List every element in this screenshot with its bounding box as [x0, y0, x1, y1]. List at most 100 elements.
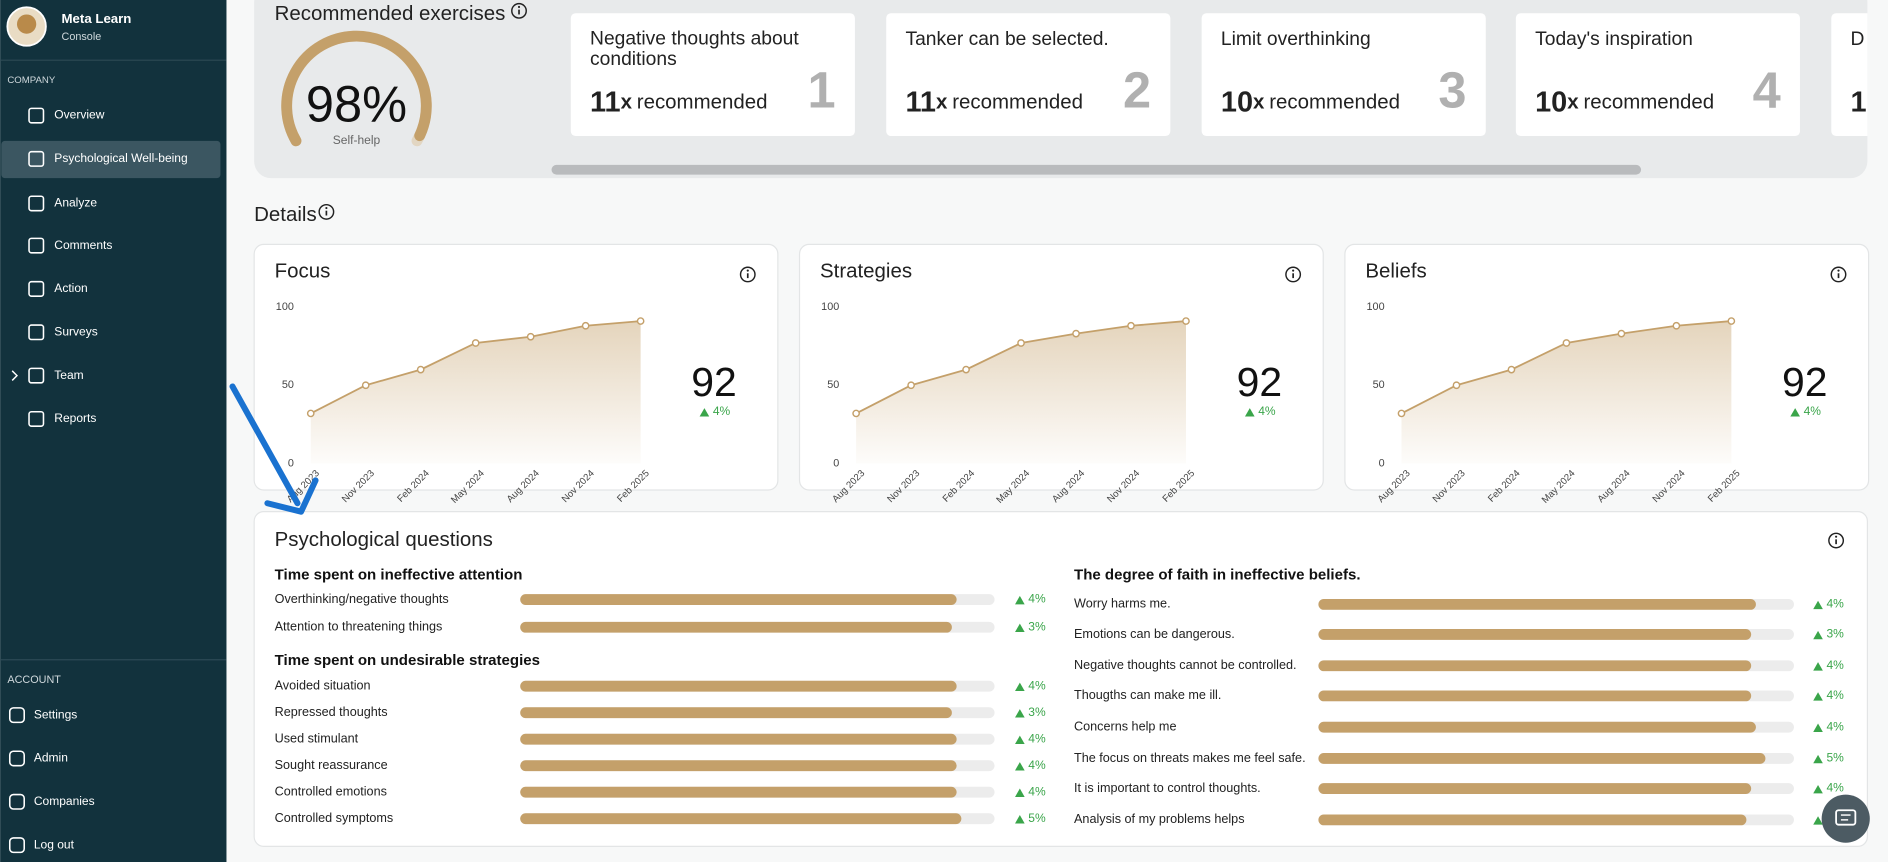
up-arrow	[1813, 662, 1823, 671]
point	[471, 339, 480, 347]
point	[581, 321, 590, 330]
point	[1562, 339, 1571, 347]
up-arrow	[1813, 754, 1823, 764]
up-arrow	[699, 408, 710, 417]
menu-label: Comments	[54, 238, 112, 252]
info-ring	[1830, 266, 1847, 283]
chat-button[interactable]	[1821, 794, 1870, 843]
menu-item[interactable]: Settings	[8, 707, 78, 724]
point	[1507, 365, 1516, 374]
point	[907, 381, 915, 390]
section-title: Details	[254, 203, 317, 226]
menu-item[interactable]: Analyze	[28, 195, 97, 212]
menu-icon	[28, 280, 45, 297]
card-title: Tanker can be selected.	[905, 29, 1108, 50]
change: 4%	[1028, 731, 1046, 745]
change: 4%	[1826, 781, 1844, 795]
question-bars: Time spent on ineffective attention Overt…	[275, 566, 1845, 826]
section-heading: ACCOUNT	[7, 674, 61, 686]
menu-label: Log out	[34, 837, 75, 851]
menu-icon	[28, 324, 45, 341]
card-count: 11x recommended	[590, 86, 767, 118]
menu-item[interactable]: Team	[11, 367, 84, 384]
info-icon[interactable]	[1828, 532, 1845, 549]
exercise-card[interactable]: Limit overthinking 10x recommended 3	[1201, 13, 1486, 137]
card-count: 10x recommended	[1535, 86, 1714, 118]
menu-item[interactable]: Admin	[8, 750, 68, 767]
card-background	[1515, 13, 1800, 137]
info-icon[interactable]	[511, 2, 527, 19]
exercise-card[interactable]: D1	[1831, 13, 1888, 137]
menu-label: Reports	[54, 411, 96, 425]
change: 4%	[1028, 758, 1046, 772]
up-arrow	[1015, 815, 1025, 824]
point	[361, 381, 370, 390]
menu-item[interactable]: Reports	[28, 410, 96, 427]
menu-item[interactable]: Comments	[28, 237, 112, 254]
info-icon[interactable]	[318, 203, 335, 220]
menu-item[interactable]: Companies	[8, 793, 95, 810]
up-arrow	[1813, 723, 1823, 732]
menu-item[interactable]: Overview	[28, 107, 105, 124]
bar	[520, 621, 952, 633]
exercise-card[interactable]: Tanker can be selected. 11x recommended 2	[886, 13, 1171, 137]
up-arrow	[1790, 408, 1800, 417]
info-icon[interactable]	[1830, 266, 1847, 283]
chart-title: Strategies	[820, 259, 912, 282]
card-background	[886, 13, 1171, 137]
chart-title: Beliefs	[1365, 259, 1426, 282]
change: 5%	[1028, 811, 1046, 825]
change: 4%	[1826, 719, 1844, 733]
count-part: recommended	[1583, 91, 1714, 114]
card-background	[1201, 13, 1486, 137]
up-arrow	[1015, 595, 1025, 605]
point	[416, 365, 425, 374]
score: 92	[1782, 359, 1828, 405]
info-dot	[746, 269, 749, 272]
menu-item[interactable]: Psychological Well-being	[1, 140, 221, 179]
count-part: 1	[1851, 86, 1867, 118]
area-fill	[1401, 321, 1732, 464]
chat-circle	[1821, 794, 1870, 843]
gauge-caption: Self-help	[333, 133, 381, 147]
score: 92	[691, 359, 737, 405]
bar	[520, 760, 957, 772]
change: 4%	[1804, 404, 1822, 418]
menu-icon	[28, 107, 45, 124]
row-label: Controlled symptoms	[275, 811, 394, 825]
change: 4%	[1028, 678, 1046, 692]
menu-icon	[28, 367, 45, 384]
card-title: Today's inspiration	[1535, 29, 1693, 50]
bar	[520, 786, 957, 798]
count-part: 10	[1535, 86, 1567, 118]
menu-icon	[8, 837, 25, 854]
logo-mark	[16, 14, 37, 34]
change: 4%	[1826, 688, 1844, 702]
menu-item[interactable]: Action	[28, 280, 88, 297]
card-count: 11x recommended	[905, 86, 1082, 118]
up-arrow	[1244, 408, 1255, 417]
up-arrow	[1015, 682, 1025, 692]
info-dot	[1837, 269, 1840, 272]
exercise-card[interactable]: Negative thoughts about conditions 11x rec…	[570, 13, 855, 137]
bar	[1318, 629, 1752, 640]
info-icon[interactable]	[739, 266, 756, 283]
menu-item[interactable]: Surveys	[28, 324, 98, 341]
point	[1617, 329, 1626, 338]
info-dot	[517, 5, 521, 9]
menu-item[interactable]: Log out	[8, 837, 75, 854]
bar	[1318, 814, 1747, 826]
chat-icon	[1835, 809, 1857, 826]
row-label: Attention to threatening things	[275, 620, 443, 634]
info-icon[interactable]	[1285, 266, 1302, 283]
sidebar-menu: Overview Psychological Well-being Analyze C…	[1, 107, 221, 854]
menu-label: Settings	[34, 707, 77, 721]
change: 4%	[1826, 658, 1844, 672]
brand-subtitle: Console	[62, 31, 102, 43]
menu-icon	[8, 793, 25, 810]
exercise-card[interactable]: Today's inspiration 10x recommended 4	[1515, 13, 1800, 137]
scrollbar[interactable]	[551, 164, 1642, 175]
